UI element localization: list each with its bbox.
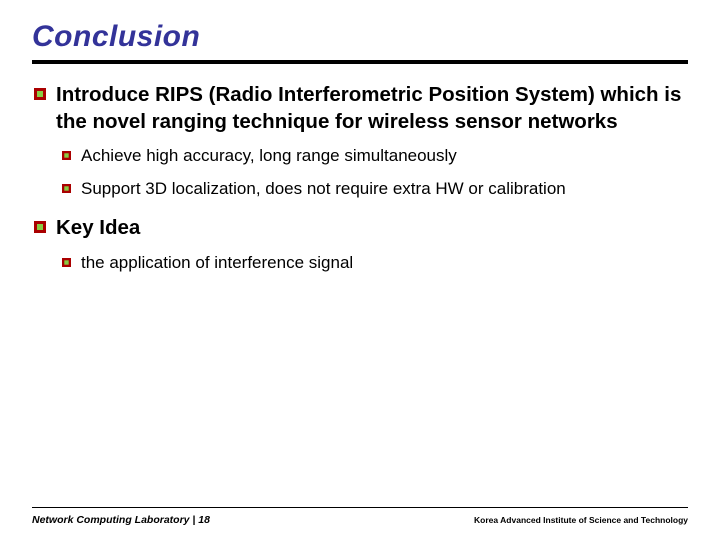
bullet-text: Key Idea (56, 215, 688, 242)
sub-item: Achieve high accuracy, long range simult… (62, 145, 688, 168)
slide: Conclusion Introduce RIPS (Radio Interfe… (0, 0, 720, 540)
sub-item: Support 3D localization, does not requir… (62, 178, 688, 201)
title-underline (32, 60, 688, 64)
bullet-icon (34, 88, 46, 100)
slide-title: Conclusion (32, 20, 688, 54)
sub-text: Support 3D localization, does not requir… (81, 178, 688, 201)
sub-bullet-icon (62, 258, 71, 267)
sub-bullet-icon (62, 184, 71, 193)
bullet-text: Introduce RIPS (Radio Interferometric Po… (56, 82, 688, 135)
footer-right-text: Korea Advanced Institute of Science and … (474, 515, 688, 525)
footer-left-text: Network Computing Laboratory | 18 (32, 514, 210, 526)
sub-text: the application of interference signal (81, 252, 688, 275)
bullet-icon (34, 221, 46, 233)
footer-row: Network Computing Laboratory | 18 Korea … (32, 514, 688, 526)
slide-content: Introduce RIPS (Radio Interferometric Po… (32, 82, 688, 275)
sub-text: Achieve high accuracy, long range simult… (81, 145, 688, 168)
footer-rule (32, 507, 688, 509)
sub-item: the application of interference signal (62, 252, 688, 275)
sub-list: Achieve high accuracy, long range simult… (62, 145, 688, 201)
bullet-item: Key Idea (34, 215, 688, 242)
slide-footer: Network Computing Laboratory | 18 Korea … (32, 507, 688, 527)
sub-bullet-icon (62, 151, 71, 160)
bullet-item: Introduce RIPS (Radio Interferometric Po… (34, 82, 688, 135)
sub-list: the application of interference signal (62, 252, 688, 275)
